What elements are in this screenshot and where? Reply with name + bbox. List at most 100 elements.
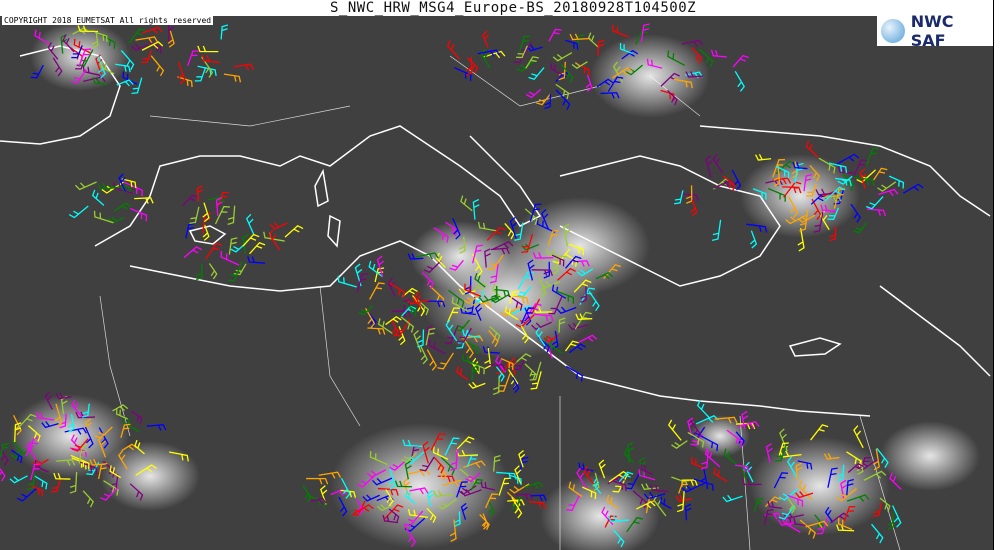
wind-barb bbox=[195, 264, 203, 281]
wind-barb bbox=[536, 218, 556, 233]
wind-barb bbox=[103, 480, 119, 496]
wind-barb bbox=[809, 164, 821, 182]
wind-barb bbox=[607, 76, 624, 92]
wind-barb bbox=[547, 230, 559, 246]
wind-barb bbox=[544, 93, 552, 110]
wind-barb bbox=[525, 88, 542, 99]
wind-barb bbox=[888, 175, 905, 189]
wind-barb bbox=[330, 488, 348, 497]
wind-barb bbox=[214, 205, 230, 225]
wind-barb bbox=[495, 366, 505, 382]
wind-barb bbox=[11, 449, 23, 464]
wind-barb bbox=[779, 428, 788, 452]
wind-barb bbox=[403, 524, 416, 548]
wind-barb bbox=[481, 513, 489, 530]
wind-barb bbox=[690, 434, 704, 446]
wind-barb bbox=[130, 207, 148, 222]
wind-barb bbox=[187, 50, 199, 66]
wind-barb bbox=[115, 408, 129, 420]
wind-barb bbox=[404, 490, 416, 504]
wind-barb bbox=[787, 498, 796, 514]
wind-barb bbox=[879, 497, 891, 512]
wind-barb bbox=[722, 494, 743, 503]
wind-barb bbox=[603, 264, 622, 280]
wind-barb bbox=[422, 441, 430, 464]
wind-barb bbox=[78, 445, 88, 464]
wind-barb bbox=[356, 474, 376, 488]
wind-barb bbox=[403, 302, 417, 317]
wind-barb bbox=[902, 183, 924, 194]
wind-barb bbox=[878, 188, 899, 197]
wind-barb bbox=[202, 224, 210, 241]
wind-barb bbox=[803, 173, 813, 192]
wind-barb bbox=[673, 78, 693, 89]
wind-barb bbox=[818, 157, 836, 174]
wind-barb bbox=[693, 478, 714, 491]
wind-barb bbox=[452, 218, 461, 240]
wind-barb bbox=[490, 247, 510, 255]
wind-barb bbox=[421, 272, 434, 289]
wind-barb bbox=[552, 52, 573, 62]
wind-barb bbox=[575, 62, 590, 76]
wind-barb bbox=[632, 490, 648, 509]
wind-barb bbox=[128, 28, 146, 44]
wind-barb bbox=[460, 195, 473, 212]
wind-barb bbox=[150, 55, 165, 77]
wind-barb bbox=[640, 23, 650, 42]
cloud bbox=[100, 441, 200, 511]
wind-barb bbox=[480, 481, 496, 491]
wind-barb bbox=[482, 30, 490, 48]
wind-barb bbox=[426, 490, 434, 507]
wind-barb bbox=[53, 472, 71, 480]
wind-barb bbox=[565, 365, 584, 382]
wind-barb bbox=[454, 67, 472, 81]
wind-barb bbox=[445, 319, 458, 342]
wind-barb bbox=[141, 49, 152, 64]
wind-barb bbox=[773, 472, 789, 489]
wind-barb bbox=[700, 435, 719, 452]
wind-barb bbox=[520, 325, 530, 344]
wind-barb bbox=[529, 361, 542, 381]
wind-barb bbox=[850, 203, 861, 223]
wind-barb bbox=[33, 475, 48, 490]
wind-barb bbox=[820, 204, 837, 213]
wind-barb bbox=[404, 460, 412, 480]
wind-barb bbox=[551, 254, 559, 275]
wind-barb bbox=[463, 460, 486, 469]
wind-barb bbox=[573, 279, 592, 293]
wind-barb bbox=[746, 223, 768, 233]
wind-barb bbox=[641, 483, 659, 490]
wind-barb bbox=[432, 446, 449, 460]
wind-barb bbox=[696, 399, 711, 420]
wind-barb bbox=[763, 508, 774, 526]
wind-barb bbox=[456, 436, 475, 450]
wind-barb bbox=[35, 411, 54, 421]
wind-barb bbox=[555, 83, 570, 100]
wind-barb bbox=[444, 324, 459, 344]
wind-barb bbox=[520, 307, 535, 325]
wind-barb bbox=[597, 39, 605, 56]
wind-barb bbox=[354, 263, 363, 287]
wind-barb bbox=[367, 312, 377, 328]
wind-barb bbox=[705, 155, 713, 178]
wind-barb bbox=[530, 371, 542, 390]
wind-barb bbox=[524, 481, 544, 489]
wind-barb bbox=[575, 313, 593, 320]
wind-barb bbox=[108, 185, 132, 193]
wind-barb bbox=[853, 425, 864, 449]
wind-barb bbox=[737, 420, 760, 429]
wind-barb bbox=[451, 296, 468, 312]
wind-barb bbox=[487, 254, 504, 271]
cloud bbox=[10, 394, 130, 478]
satellite-map[interactable] bbox=[0, 16, 993, 550]
wind-barb bbox=[407, 253, 424, 260]
wind-barb bbox=[741, 410, 749, 430]
wind-barb bbox=[185, 222, 195, 239]
wind-barb bbox=[97, 435, 107, 458]
cloud bbox=[540, 474, 660, 550]
nwc-saf-logo: NWC SAF bbox=[877, 12, 993, 50]
wind-barb bbox=[588, 291, 600, 312]
copyright-notice: COPYRIGHT 2018 EUMETSAT All rights reser… bbox=[2, 16, 214, 25]
wind-barb bbox=[498, 477, 511, 496]
wind-barb bbox=[456, 481, 468, 498]
